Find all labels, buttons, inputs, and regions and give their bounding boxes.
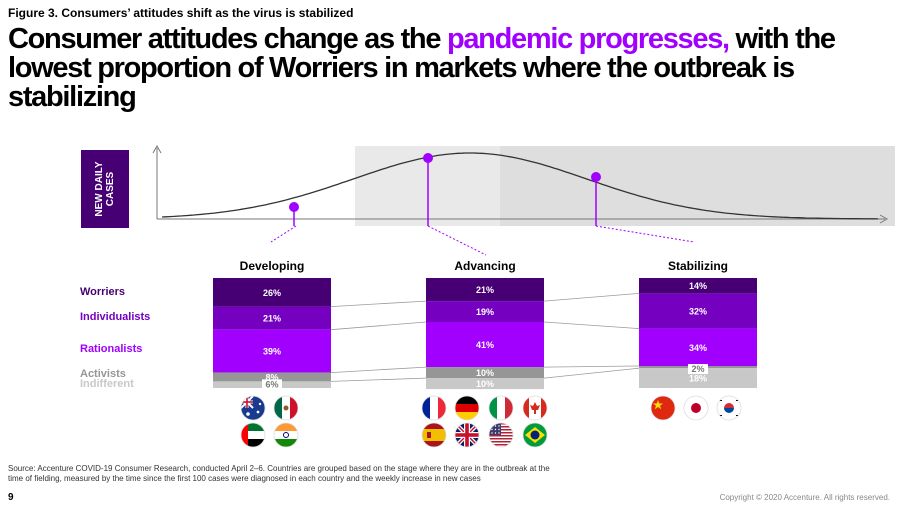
bar-label-rationalists-developing: 39% — [263, 347, 281, 357]
stage-title-advancing: Advancing — [454, 259, 516, 273]
bar-label-worriers-developing: 26% — [263, 288, 281, 298]
flag-mexico — [273, 395, 299, 421]
flag-south-korea — [716, 395, 742, 421]
copyright: Copyright © 2020 Accenture. All rights r… — [719, 493, 890, 502]
x-axis-arrow — [879, 214, 889, 224]
label-bg-indifferent — [262, 379, 282, 390]
connector-line — [330, 300, 427, 307]
bar-individualists-developing — [213, 306, 331, 330]
row-label-indifferent: Indifferent — [80, 378, 134, 390]
marker-stabilizing — [591, 172, 601, 182]
label-bg-activists — [688, 364, 708, 374]
flag-india — [273, 422, 299, 448]
bar-indifferent-advancing — [426, 378, 544, 390]
flag-china — [650, 395, 676, 421]
bar-label-activists-advancing: 10% — [476, 368, 494, 378]
source-note: Source: Accenture COVID-19 Consumer Rese… — [8, 464, 550, 483]
bar-rationalists-advancing — [426, 322, 544, 368]
bar-label-individualists-developing: 21% — [263, 314, 281, 324]
bar-worriers-advancing — [426, 278, 544, 302]
bar-individualists-stabilizing — [639, 293, 757, 329]
flag-united-states — [488, 422, 514, 448]
flag-spain — [421, 422, 447, 448]
stage-title-stabilizing: Stabilizing — [668, 259, 728, 273]
connector-line — [543, 365, 640, 368]
row-label-rationalists: Rationalists — [80, 343, 143, 355]
headline-highlight: pandemic progresses, — [446, 23, 730, 55]
bar-individualists-advancing — [426, 301, 544, 322]
bar-label-individualists-advancing: 19% — [476, 307, 494, 317]
bar-label-rationalists-stabilizing: 34% — [689, 343, 707, 353]
connector-line — [543, 367, 640, 379]
flag-brazil — [522, 422, 548, 448]
bar-rationalists-stabilizing — [639, 328, 757, 366]
bar-activists-advancing — [426, 367, 544, 379]
new-daily-cases-label: NEW DAILY CASES — [81, 150, 129, 228]
page-number: 9 — [8, 492, 14, 503]
stage-shade-stabilizing — [500, 146, 895, 226]
connector-line — [543, 293, 640, 302]
row-label-activists: Activists — [80, 368, 126, 380]
bar-worriers-developing — [213, 278, 331, 307]
bar-label-worriers-advancing: 21% — [476, 285, 494, 295]
bar-indifferent-stabilizing — [639, 368, 757, 388]
flag-canada — [522, 395, 548, 421]
marker-developing — [289, 202, 299, 212]
headline: Consumer attitudes change as the pandemi… — [8, 25, 888, 112]
y-axis-arrow — [152, 144, 162, 154]
bar-rationalists-developing — [213, 329, 331, 373]
bar-label-individualists-stabilizing: 32% — [689, 307, 707, 317]
flag-germany — [454, 395, 480, 421]
flag-italy — [488, 395, 514, 421]
flag-france — [421, 395, 447, 421]
connector-line — [330, 366, 427, 373]
row-label-individualists: Individualists — [80, 311, 151, 323]
marker-leader-stabilizing — [595, 225, 695, 243]
figure-label: Figure 3. Consumers’ attitudes shift as … — [8, 6, 354, 20]
headline-start: Consumer attitudes change as the — [8, 23, 447, 55]
headline-end: with the lowest proportion of Worriers i… — [8, 23, 836, 113]
flag-united-kingdom — [454, 422, 480, 448]
bar-label-worriers-stabilizing: 14% — [689, 281, 707, 291]
bar-label-activists-stabilizing: 2% — [691, 364, 704, 374]
flag-australia — [240, 395, 266, 421]
bar-label-activists-developing: 8% — [265, 373, 278, 383]
marker-advancing — [423, 153, 433, 163]
bar-activists-developing — [213, 372, 331, 382]
stage-title-developing: Developing — [239, 259, 305, 273]
bar-worriers-stabilizing — [639, 278, 757, 294]
bar-label-rationalists-advancing: 41% — [476, 340, 494, 350]
connector-line — [330, 321, 427, 331]
bar-label-indifferent-stabilizing: 18% — [689, 374, 707, 384]
row-label-worriers: Worriers — [80, 286, 126, 298]
bar-label-indifferent-advancing: 10% — [476, 379, 494, 389]
cases-curve — [161, 152, 879, 220]
flag-japan — [683, 395, 709, 421]
bar-label-indifferent-developing: 6% — [265, 379, 278, 389]
flag-united-arab-emirates — [240, 422, 266, 448]
connector-line — [543, 321, 640, 329]
connector-line — [330, 377, 427, 382]
marker-leader-developing — [270, 225, 297, 243]
marker-leader-advancing — [427, 225, 487, 256]
